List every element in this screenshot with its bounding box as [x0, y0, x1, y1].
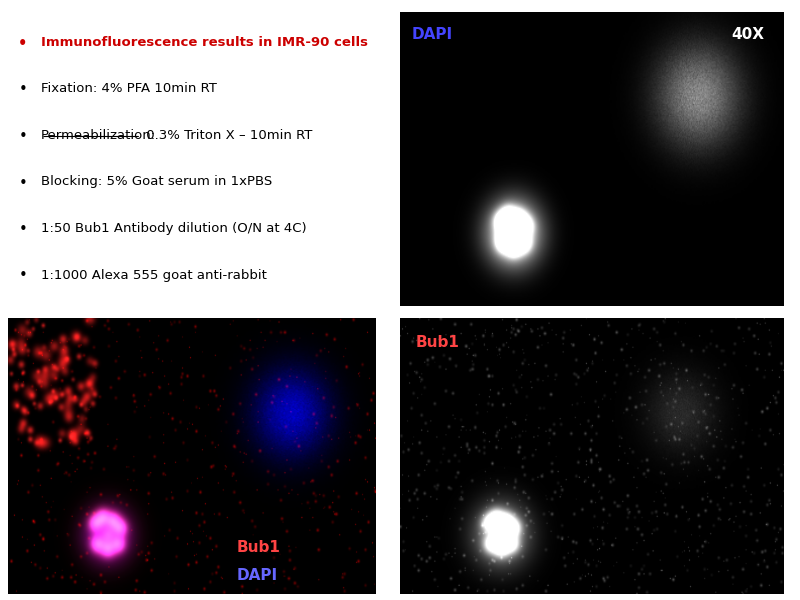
Text: Bub1: Bub1: [415, 335, 459, 350]
Text: Blocking: 5% Goat serum in 1xPBS: Blocking: 5% Goat serum in 1xPBS: [41, 175, 272, 188]
Text: 1:1000 Alexa 555 goat anti-rabbit: 1:1000 Alexa 555 goat anti-rabbit: [41, 269, 267, 281]
Text: Fixation: 4% PFA 10min RT: Fixation: 4% PFA 10min RT: [41, 82, 217, 95]
Text: •: •: [18, 82, 27, 97]
Text: Bub1: Bub1: [236, 541, 280, 556]
Text: Immunofluorescence results in IMR-90 cells: Immunofluorescence results in IMR-90 cel…: [41, 36, 368, 49]
Text: DAPI: DAPI: [411, 26, 453, 42]
Text: •: •: [18, 175, 27, 191]
Text: •: •: [18, 222, 27, 237]
Text: 40X: 40X: [732, 26, 765, 42]
Text: 1:50 Bub1 Antibody dilution (O/N at 4C): 1:50 Bub1 Antibody dilution (O/N at 4C): [41, 222, 306, 235]
Text: •: •: [18, 129, 27, 144]
Text: •: •: [18, 269, 27, 283]
Text: 0.3% Triton X – 10min RT: 0.3% Triton X – 10min RT: [142, 129, 313, 142]
Text: DAPI: DAPI: [236, 568, 278, 583]
Text: Permeabilization:: Permeabilization:: [41, 129, 156, 142]
Text: •: •: [18, 36, 27, 51]
